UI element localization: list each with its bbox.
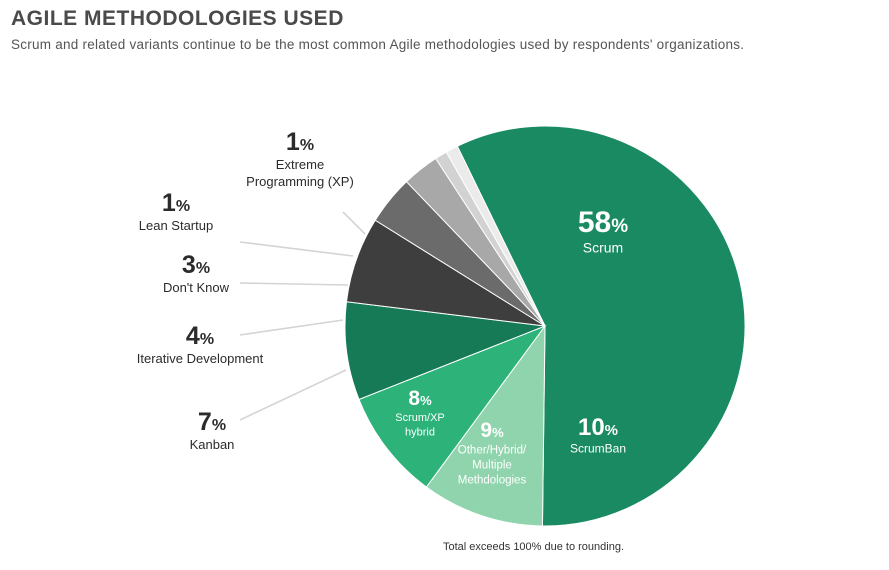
value-label-scrum-xp-hybrid: 8% xyxy=(408,387,432,410)
category-label-kanban: Kanban xyxy=(190,437,235,452)
value-label-scrumban: 10% xyxy=(578,414,618,441)
leader-line-extreme-programming-xp xyxy=(342,211,366,235)
category-label-scrum: Scrum xyxy=(583,239,623,255)
pie-slice-scrum xyxy=(456,125,746,527)
value-label-other-hybrid-multiple-methdologies: 9% xyxy=(480,419,504,442)
pie-slice-extreme-programming-xp xyxy=(445,145,546,327)
category-label-scrum-xp-hybrid: Scrum/XP hybrid xyxy=(395,412,445,438)
leader-line-iterative-development xyxy=(239,319,344,336)
leader-line-lean-startup xyxy=(239,241,354,257)
value-label-kanban: 7% xyxy=(198,408,226,436)
category-label-iterative-development: Iterative Development xyxy=(137,351,264,366)
leader-lines xyxy=(239,211,366,421)
category-label-other-hybrid-multiple-methdologies: Other/Hybrid/Multiple Methdologies xyxy=(458,445,527,487)
pie-slice-other-hybrid-multiple-methdologies xyxy=(358,324,547,488)
value-label-iterative-development: 4% xyxy=(186,322,214,350)
value-label-don-t-know: 3% xyxy=(182,251,210,279)
category-label-lean-startup: Lean Startup xyxy=(139,218,213,233)
slice-labels: 58%Scrum 10%ScrumBan 9% Other/Hybrid/Multip… xyxy=(137,128,628,487)
category-label-extreme-programming-xp: Extreme Programming (XP) xyxy=(246,157,354,189)
footnote: Total exceeds 100% due to rounding. xyxy=(443,541,625,553)
category-label-don-t-know: Don't Know xyxy=(163,280,230,295)
leader-line-kanban xyxy=(239,369,347,421)
leader-line-don-t-know xyxy=(239,282,349,286)
value-label-scrum: 58% xyxy=(578,206,628,239)
pie-slice-scrum-xp-hybrid xyxy=(344,301,546,401)
pie-slice-scrumban xyxy=(425,324,546,527)
chart-subtitle: Scrum and related variants continue to b… xyxy=(11,37,745,52)
chart-title: AGILE METHODOLOGIES USED xyxy=(11,7,344,30)
category-label-scrumban: ScrumBan xyxy=(570,441,626,455)
pie-slices xyxy=(344,125,746,527)
value-label-lean-startup: 1% xyxy=(162,189,190,217)
value-label-extreme-programming-xp: 1% xyxy=(286,128,314,156)
